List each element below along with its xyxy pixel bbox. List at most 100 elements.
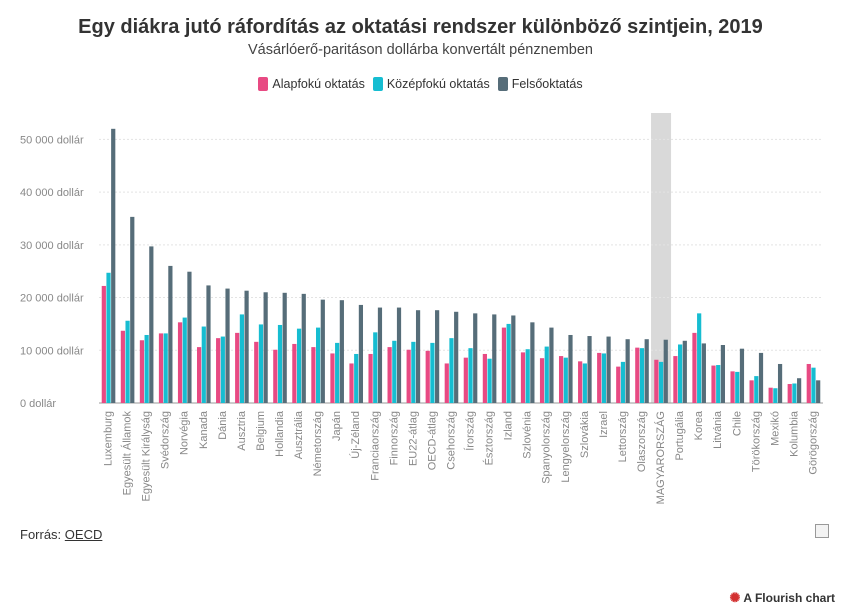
bar-1 — [144, 334, 149, 403]
legend-swatch-primary — [258, 77, 269, 91]
bar-2 — [263, 292, 268, 403]
bar-1 — [392, 340, 397, 403]
x-tick-label: EU22-átlag — [407, 411, 419, 466]
source-note: Forrás: OECD — [20, 527, 102, 542]
bar-0 — [711, 365, 716, 403]
x-tick-label: Litvánia — [712, 410, 724, 449]
bar-1 — [201, 326, 206, 403]
bar-1 — [811, 367, 816, 403]
x-tick-label: Dánia — [217, 410, 229, 440]
x-tick-label: Norvégia — [179, 410, 191, 455]
bar-1 — [239, 314, 244, 403]
x-tick-label: Chile — [731, 411, 743, 436]
bar-2 — [663, 339, 668, 403]
bar-1 — [335, 342, 340, 403]
highlight-band — [651, 113, 672, 403]
bar-0 — [616, 366, 621, 403]
bar-0 — [177, 322, 183, 403]
bar-1 — [716, 365, 721, 403]
x-tick-label: Ausztrália — [293, 410, 305, 459]
x-tick-label: Szlovénia — [522, 410, 534, 459]
bar-0 — [520, 352, 526, 403]
legend-label-secondary: Középfokú oktatás — [386, 77, 490, 91]
bar-0 — [806, 363, 811, 403]
bar-2 — [549, 327, 554, 403]
bar-0 — [597, 352, 602, 403]
source-label: Forrás: — [20, 527, 62, 542]
bar-2 — [625, 339, 630, 403]
bar-0 — [235, 332, 240, 403]
x-tick-label: Írország — [464, 411, 477, 451]
x-tick-label: Finnország — [388, 411, 400, 465]
x-tick-label: Franciaország — [369, 411, 381, 481]
legend-item-tertiary[interactable]: Felsőoktatás — [497, 77, 583, 91]
y-tick-label: 40 000 dollár — [20, 187, 84, 199]
bar-0 — [730, 371, 735, 403]
bar-2 — [320, 299, 325, 403]
bar-2 — [339, 300, 344, 403]
bar-2 — [225, 288, 230, 403]
bar-2 — [511, 315, 516, 403]
x-tick-label: Portugália — [674, 410, 686, 460]
bar-chart: 0 dollár 10 000 dollár 20 000 dollár 30 000… — [20, 113, 823, 504]
x-tick-label: Új-Zéland — [349, 411, 362, 459]
legend-item-primary[interactable]: Alapfokú oktatás — [258, 77, 365, 91]
bar-2 — [396, 307, 402, 403]
broken-image-icon — [815, 524, 829, 538]
x-tick-label: Csehország — [445, 411, 457, 470]
bar-1 — [296, 328, 302, 403]
x-tick-label: Észtország — [483, 411, 496, 465]
bar-2 — [415, 310, 421, 403]
bar-1 — [525, 349, 530, 403]
bar-0 — [654, 359, 659, 403]
bar-1 — [316, 327, 321, 403]
bar-1 — [411, 341, 416, 403]
x-tick-label: Svédország — [160, 411, 172, 469]
bar-0 — [254, 341, 259, 403]
bar-0 — [787, 384, 792, 403]
bar-0 — [635, 347, 640, 403]
bar-1 — [697, 313, 702, 403]
bar-0 — [501, 327, 507, 403]
x-tick-label: Görögország — [807, 411, 819, 475]
bar-1 — [735, 371, 740, 403]
legend-item-secondary[interactable]: Középfokú oktatás — [372, 77, 490, 91]
bar-2 — [244, 290, 249, 403]
bar-2 — [168, 265, 173, 403]
legend-swatch-secondary — [372, 77, 383, 91]
bar-2 — [435, 310, 440, 403]
bar-0 — [158, 333, 164, 403]
bar-1 — [373, 332, 378, 403]
flourish-credit[interactable]: ✺ A Flourish chart — [730, 590, 835, 606]
x-tick-label: Luxemburg — [103, 411, 115, 466]
x-tick-label: Izland — [503, 411, 515, 440]
y-tick-label: 30 000 dollár — [20, 240, 84, 252]
bar-1 — [544, 346, 549, 403]
bar-1 — [582, 363, 587, 403]
x-tick-label: Egyesült Királyság — [141, 411, 153, 502]
bar-0 — [216, 338, 221, 403]
bar-0 — [749, 380, 754, 403]
bar-2 — [377, 307, 383, 403]
flourish-label: A Flourish chart — [743, 591, 835, 605]
bar-0 — [463, 357, 468, 403]
bar-0 — [311, 347, 316, 403]
x-tick-label: MAGYARORSZÁG — [654, 411, 667, 504]
bar-2 — [358, 304, 364, 403]
bar-2 — [492, 314, 497, 403]
x-tick-label: Japán — [331, 411, 343, 441]
bar-1 — [106, 272, 111, 403]
x-tick-label: Korea — [693, 410, 705, 440]
bar-2 — [149, 246, 154, 403]
bar-0 — [444, 363, 449, 403]
source-link[interactable]: OECD — [64, 527, 103, 542]
x-tick-label: Lettország — [617, 411, 629, 462]
chart-subtitle: Vásárlóerő-paritáson dollárba konvertált… — [248, 42, 593, 58]
bar-0 — [196, 347, 202, 403]
bar-2 — [606, 336, 611, 403]
bar-0 — [578, 361, 583, 403]
x-tick-label: Kanada — [198, 410, 210, 449]
bar-2 — [701, 343, 706, 403]
bar-0 — [539, 358, 545, 403]
bar-1 — [449, 338, 454, 403]
